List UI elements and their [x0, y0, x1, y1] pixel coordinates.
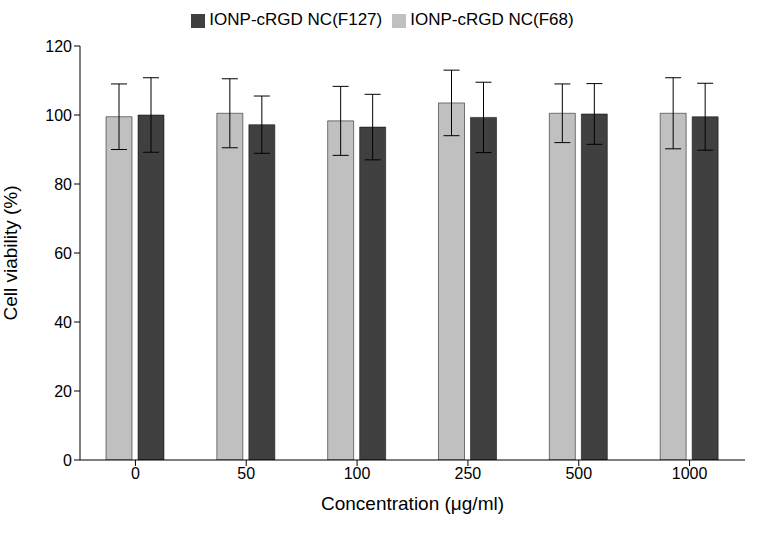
svg-text:20: 20 [54, 383, 72, 400]
svg-text:60: 60 [54, 245, 72, 262]
svg-text:100: 100 [45, 107, 72, 124]
svg-text:1000: 1000 [672, 465, 708, 482]
svg-text:0: 0 [131, 465, 140, 482]
html-text:IONP-cRGD NC(F68): IONP-cRGD NC(F68) [410, 10, 574, 29]
svg-text:80: 80 [54, 176, 72, 193]
svg-text:500: 500 [565, 465, 592, 482]
svg-text:40: 40 [54, 314, 72, 331]
svg-text:120: 120 [45, 38, 72, 55]
html-text:IONP-cRGD NC(F127): IONP-cRGD NC(F127) [209, 10, 383, 29]
svg-text:0: 0 [63, 452, 72, 469]
svg-text:100: 100 [344, 465, 371, 482]
svg-text:250: 250 [455, 465, 482, 482]
svg-text:Concentration (μg/ml): Concentration (μg/ml) [321, 493, 504, 514]
svg-text:50: 50 [237, 465, 255, 482]
svg-text:Cell viability (%): Cell viability (%) [8, 185, 21, 320]
